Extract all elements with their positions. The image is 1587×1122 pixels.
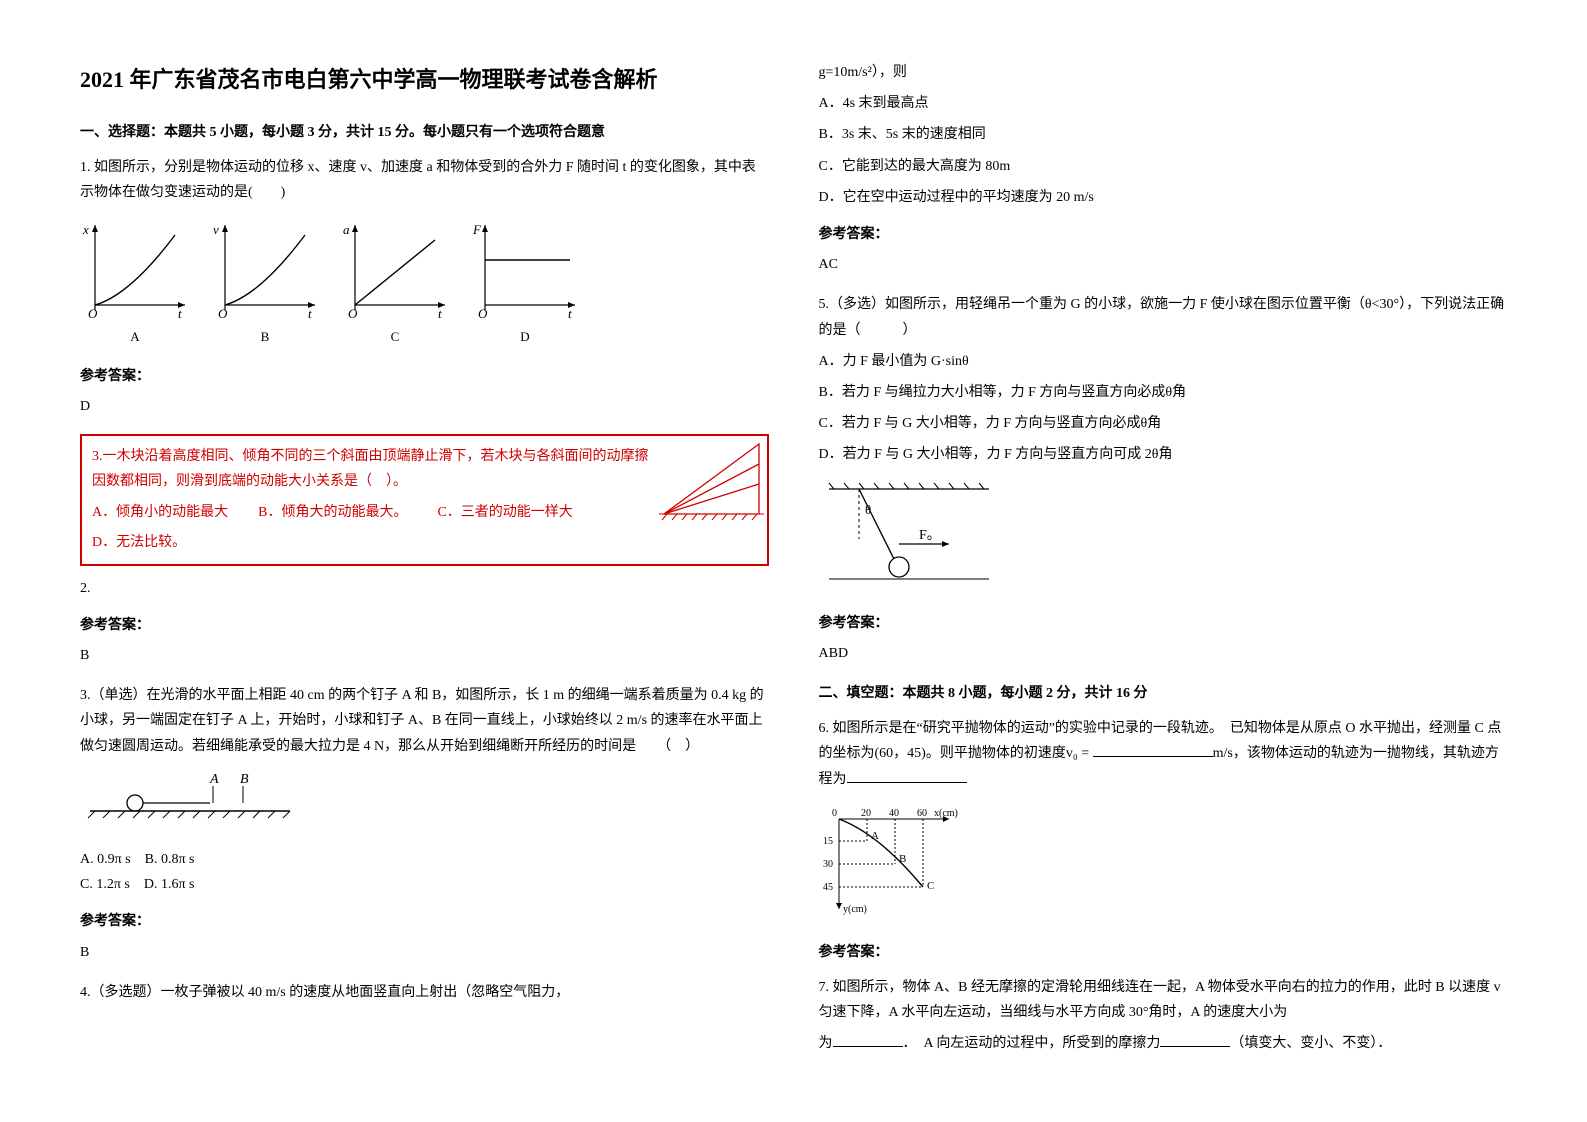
svg-text:x(cm): x(cm) — [934, 808, 958, 819]
svg-text:O: O — [348, 306, 358, 320]
q4-ans: AC — [819, 252, 1508, 277]
graph-d-label: D — [470, 325, 580, 348]
q6-text: 6. 如图所示是在“研究平抛物体的运动”的实验中记录的一段轨迹。 已知物体是从原… — [819, 716, 1508, 792]
svg-text:30: 30 — [823, 859, 833, 870]
q2-triangle-fig — [659, 434, 769, 533]
svg-text:v: v — [213, 222, 219, 237]
svg-text:A: A — [871, 830, 879, 842]
svg-text:y(cm): y(cm) — [843, 904, 867, 915]
svg-text:F: F — [472, 222, 482, 237]
q4-ans-label: 参考答案： — [819, 222, 1508, 247]
svg-text:40: 40 — [889, 808, 899, 819]
q1-ans-label: 参考答案： — [80, 364, 769, 389]
graph-a: x O t A — [80, 220, 190, 348]
svg-text:t: t — [568, 306, 572, 320]
q4-cont: g=10m/s²），则 — [819, 60, 1508, 85]
svg-text:20: 20 — [861, 808, 871, 819]
graph-a-svg: x O t — [80, 220, 190, 320]
svg-text:C: C — [927, 880, 934, 892]
q5-text: 5.（多选）如图所示，用轻绳吊一个重为 G 的小球，欲施一力 F 使小球在图示位… — [819, 292, 1508, 342]
q5-opt-c: C．若力 F 与 G 大小相等，力 F 方向与竖直方向必成θ角 — [819, 411, 1508, 436]
q1-text: 1. 如图所示，分别是物体运动的位移 x、速度 v、加速度 a 和物体受到的合外… — [80, 155, 769, 205]
q4-text: 4.（多选题）一枚子弹被以 40 m/s 的速度从地面竖直向上射出（忽略空气阻力… — [80, 980, 769, 1005]
svg-text:O: O — [478, 306, 488, 320]
graph-c-label: C — [340, 325, 450, 348]
q2-num: 2. — [80, 581, 91, 596]
q5-figure: θ F。 — [819, 479, 1508, 598]
svg-text:60: 60 — [917, 808, 927, 819]
svg-text:t: t — [438, 306, 442, 320]
q3-ans-label: 参考答案： — [80, 909, 769, 934]
svg-text:A: A — [209, 772, 219, 787]
q1-ans: D — [80, 394, 769, 419]
graph-b: v O t B — [210, 220, 320, 348]
q1-graphs: x O t A v O t — [80, 220, 769, 348]
svg-text:F。: F。 — [919, 528, 941, 543]
svg-text:B: B — [240, 772, 249, 787]
q3-opts-2: C. 1.2π s D. 1.6π s — [80, 872, 769, 897]
q6-figure: 0 20 40 60 x(cm) 15 30 45 y(cm) A B C — [819, 804, 1508, 928]
q5-ans: ABD — [819, 641, 1508, 666]
q7-text: 7. 如图所示，物体 A、B 经无摩擦的定滑轮用细线连在一起，A 物体受水平向右… — [819, 975, 1508, 1025]
svg-text:O: O — [88, 306, 98, 320]
q4-opt-a: A．4s 末到最高点 — [819, 91, 1508, 116]
svg-text:a: a — [343, 222, 350, 237]
graph-a-label: A — [80, 325, 190, 348]
q2-opt-d: D．无法比较。 — [92, 530, 186, 555]
q2-opt-c: C．三者的动能一样大 — [437, 500, 572, 525]
section-2-heading: 二、填空题：本题共 8 小题，每小题 2 分，共计 16 分 — [819, 681, 1508, 706]
graph-d: F O t D — [470, 220, 580, 348]
graph-d-svg: F O t — [470, 220, 580, 320]
q2-stem: 3.一木块沿着高度相同、倾角不同的三个斜面由顶端静止滑下，若木块与各斜面间的动摩… — [92, 444, 757, 494]
q3-ans: B — [80, 940, 769, 965]
q5-opt-a: A．力 F 最小值为 G·sinθ — [819, 349, 1508, 374]
q4-opt-d: D．它在空中运动过程中的平均速度为 20 m/s — [819, 185, 1508, 210]
q2-opt-a: A．倾角小的动能最大 — [92, 500, 228, 525]
q5-ans-label: 参考答案： — [819, 611, 1508, 636]
section-1-heading: 一、选择题：本题共 5 小题，每小题 3 分，共计 15 分。每小题只有一个选项… — [80, 120, 769, 145]
q2-ans: B — [80, 643, 769, 668]
exam-title: 2021 年广东省茂名市电白第六中学高一物理联考试卷含解析 — [80, 60, 769, 100]
svg-text:45: 45 — [823, 882, 833, 893]
svg-text:B: B — [899, 853, 906, 865]
graph-c: a O t C — [340, 220, 450, 348]
q7-text2: 为． A 向左运动的过程中，所受到的摩擦力（填变大、变小、不变）． — [819, 1031, 1508, 1056]
graph-b-label: B — [210, 325, 320, 348]
graph-c-svg: a O t — [340, 220, 450, 320]
svg-text:t: t — [178, 306, 182, 320]
graph-b-svg: v O t — [210, 220, 320, 320]
q4-opt-b: B．3s 末、5s 末的速度相同 — [819, 122, 1508, 147]
q6-ans-label: 参考答案： — [819, 940, 1508, 965]
q2-ans-label: 参考答案： — [80, 613, 769, 638]
svg-text:0: 0 — [832, 808, 837, 819]
q3-figure: A B — [80, 771, 769, 835]
q5-opt-b: B．若力 F 与绳拉力大小相等，力 F 方向与竖直方向必成θ角 — [819, 380, 1508, 405]
q4-opt-c: C．它能到达的最大高度为 80m — [819, 154, 1508, 179]
svg-text:t: t — [308, 306, 312, 320]
q5-opt-d: D．若力 F 与 G 大小相等，力 F 方向与竖直方向可成 2θ角 — [819, 442, 1508, 467]
svg-text:x: x — [82, 222, 89, 237]
svg-text:O: O — [218, 306, 228, 320]
svg-text:θ: θ — [865, 502, 871, 517]
q3-opts-1: A. 0.9π s B. 0.8π s — [80, 847, 769, 872]
q3-text: 3.（单选）在光滑的水平面上相距 40 cm 的两个钉子 A 和 B，如图所示，… — [80, 683, 769, 759]
q2-opt-b: B．倾角大的动能最大。 — [258, 500, 407, 525]
svg-text:15: 15 — [823, 836, 833, 847]
